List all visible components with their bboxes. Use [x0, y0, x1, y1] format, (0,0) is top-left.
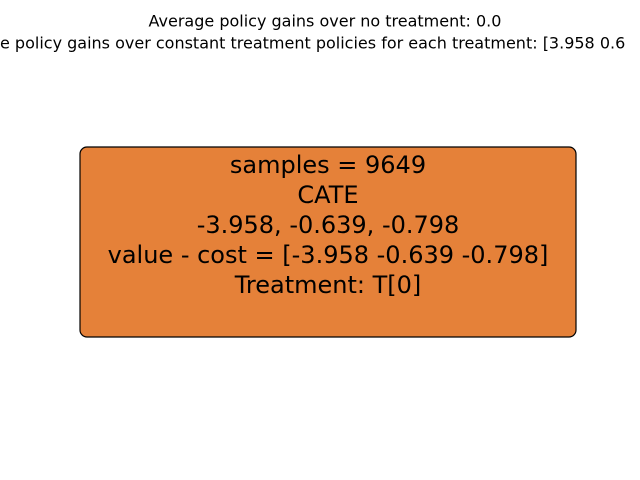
node-text: samples = 9649: [230, 151, 426, 179]
node-text: value - cost = [-3.958 -0.639 -0.798]: [108, 241, 549, 269]
node-text: -3.958, -0.639, -0.798: [197, 211, 460, 239]
title-line: Average policy gains over no treatment: …: [149, 12, 502, 31]
node-text: CATE: [297, 181, 358, 209]
node-text: Treatment: T[0]: [234, 271, 422, 299]
title-line: e policy gains over constant treatment p…: [0, 34, 625, 53]
tree-node: [79, 146, 577, 338]
